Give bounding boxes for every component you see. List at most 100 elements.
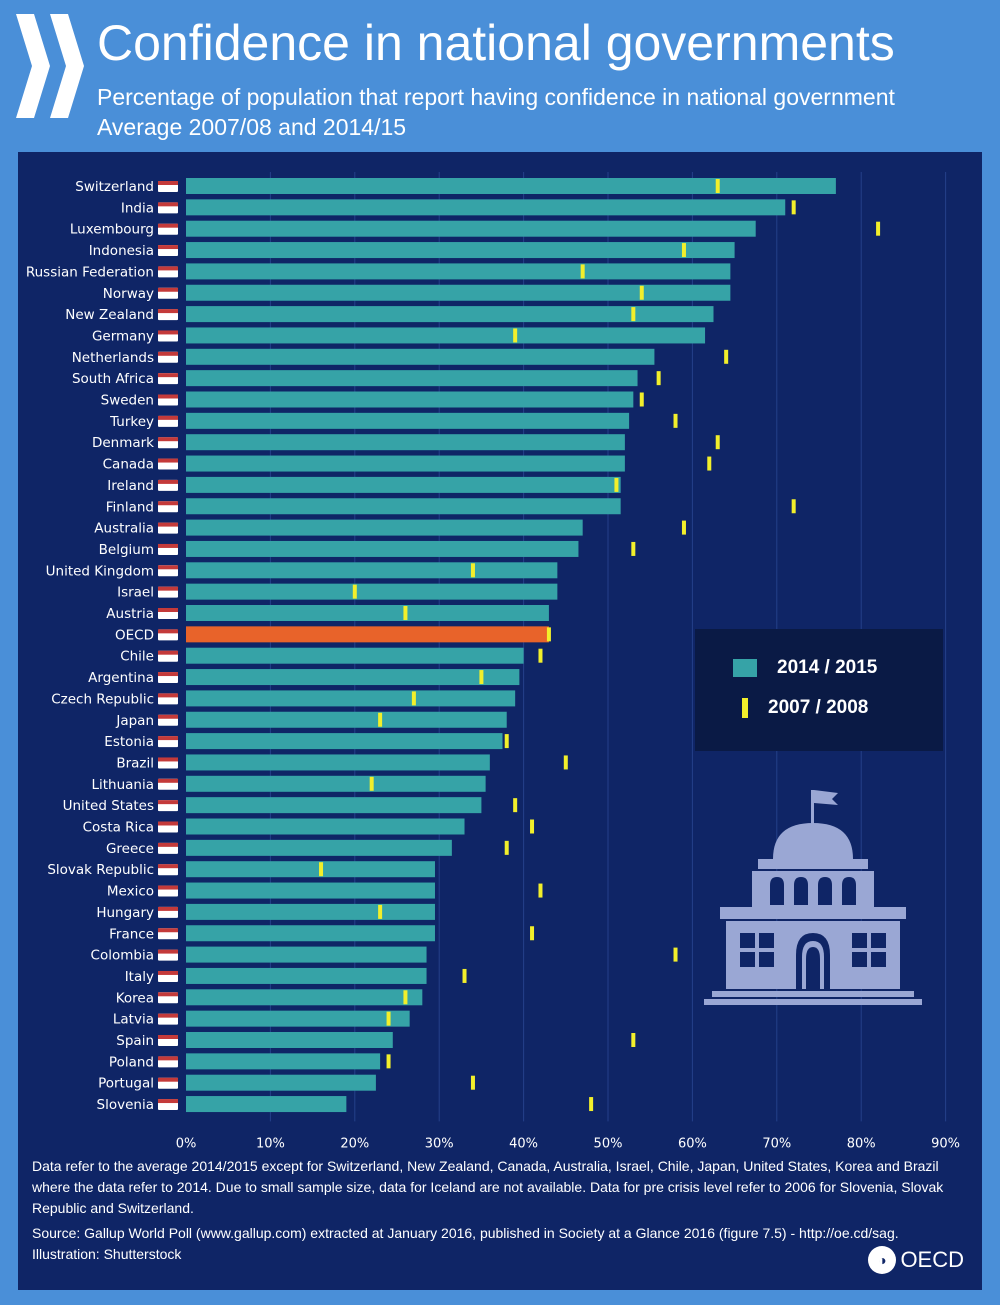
marker-2007-2008: [538, 883, 543, 898]
footnote-data: Data refer to the average 2014/2015 exce…: [32, 1158, 944, 1216]
bar: [186, 476, 621, 493]
x-tick-label: 10%: [256, 1136, 285, 1151]
bar: [186, 797, 482, 814]
flag-stripe: [158, 266, 178, 271]
flag-stripe: [158, 522, 178, 527]
flag-stripe: [158, 565, 178, 570]
flag-stripe: [158, 309, 178, 314]
category-label: Argentina: [88, 670, 154, 686]
category-label: Spain: [116, 1033, 154, 1049]
bar: [186, 434, 625, 451]
marker-2007-2008: [673, 947, 678, 962]
page-subtitle-period: Average 2007/08 and 2014/15: [97, 114, 407, 140]
category-label: Korea: [116, 990, 154, 1006]
marker-2007-2008: [513, 798, 518, 813]
marker-2007-2008: [631, 1033, 636, 1047]
bar: [186, 370, 638, 387]
category-label: Netherlands: [72, 350, 154, 366]
flag-stripe: [158, 842, 178, 847]
flag-stripe: [158, 949, 178, 954]
x-tick-label: 20%: [340, 1136, 369, 1151]
flag-stripe: [158, 1056, 178, 1061]
marker-2007-2008: [411, 691, 416, 706]
bar: [186, 967, 427, 984]
bar: [186, 348, 655, 365]
flag-stripe: [158, 714, 178, 719]
bar: [186, 519, 583, 536]
bar: [186, 882, 435, 899]
marker-2007-2008: [530, 926, 535, 941]
bar-chart: Switzerland India Luxembourg Indonesia Russi…: [26, 172, 960, 1151]
marker-2007-2008: [403, 990, 408, 1005]
bar: [186, 626, 549, 643]
bar: [186, 946, 427, 963]
category-label: Israel: [117, 585, 154, 601]
bar: [186, 412, 630, 429]
marker-2007-2008: [470, 1075, 475, 1090]
marker-2007-2008: [546, 627, 551, 642]
flag-stripe: [158, 586, 178, 591]
category-label: France: [109, 926, 154, 942]
flag-stripe: [158, 650, 178, 655]
flag-stripe: [158, 1077, 178, 1082]
flag-stripe: [158, 928, 178, 933]
bar: [186, 775, 486, 792]
oecd-logo-text: OECD: [900, 1247, 964, 1272]
flag-stripe: [158, 351, 178, 356]
category-label: New Zealand: [65, 307, 154, 323]
flag-stripe: [158, 223, 178, 228]
category-label: Poland: [109, 1054, 154, 1070]
bar: [186, 925, 435, 942]
flag-stripe: [158, 181, 178, 185]
footnote-illustration: Illustration: Shutterstock: [32, 1246, 182, 1262]
flag-stripe: [158, 906, 178, 911]
x-tick-label: 40%: [509, 1136, 538, 1151]
marker-2007-2008: [876, 221, 881, 236]
bar: [186, 562, 558, 579]
bar: [186, 903, 435, 920]
marker-2007-2008: [369, 776, 374, 791]
marker-2007-2008: [479, 670, 484, 685]
oecd-logo: ◑ OECD: [868, 1246, 964, 1274]
legend-marker-previous: [742, 698, 748, 718]
marker-2007-2008: [791, 200, 796, 215]
x-tick-label: 0%: [176, 1136, 197, 1151]
category-label: Hungary: [96, 905, 154, 921]
flag-stripe: [158, 373, 178, 378]
marker-2007-2008: [673, 413, 678, 428]
bar: [186, 199, 786, 216]
flag-stripe: [158, 821, 178, 826]
marker-2007-2008: [352, 584, 357, 599]
category-label: Russian Federation: [26, 264, 154, 280]
category-label: Lithuania: [91, 777, 154, 793]
marker-2007-2008: [639, 392, 644, 407]
flag-stripe: [158, 1035, 178, 1039]
marker-2007-2008: [319, 862, 324, 877]
flag-stripe: [158, 458, 178, 463]
category-label: Australia: [94, 521, 154, 537]
page-subtitle: Percentage of population that report hav…: [97, 84, 895, 110]
flag-stripe: [158, 736, 178, 741]
oecd-chevrons-icon: [16, 14, 84, 118]
category-label: Mexico: [107, 884, 154, 900]
category-label: Portugal: [98, 1076, 154, 1092]
category-label: Estonia: [104, 734, 154, 750]
bar: [186, 754, 490, 771]
category-label: Denmark: [92, 435, 154, 451]
bar: [186, 711, 507, 728]
bar: [186, 1074, 376, 1091]
flag-stripe: [158, 693, 178, 698]
category-label: Ireland: [107, 478, 154, 494]
category-label: Luxembourg: [70, 222, 154, 238]
legend-label-current: 2014 / 2015: [777, 657, 878, 678]
marker-2007-2008: [504, 734, 509, 749]
marker-2007-2008: [707, 456, 712, 471]
flag-stripe: [158, 202, 178, 207]
flag-stripe: [158, 629, 178, 634]
category-label: Finland: [106, 499, 154, 515]
category-label: United Kingdom: [46, 563, 154, 579]
legend-swatch-current: [733, 659, 757, 677]
bar: [186, 498, 621, 515]
bar: [186, 583, 558, 600]
bar: [186, 1032, 393, 1048]
